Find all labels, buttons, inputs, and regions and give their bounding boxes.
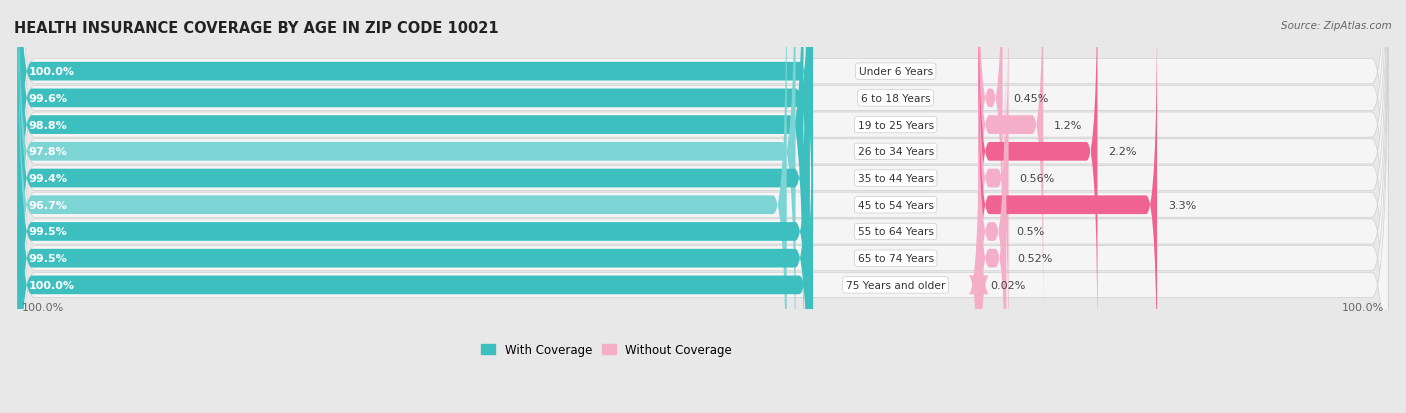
Text: 19 to 25 Years: 19 to 25 Years — [858, 120, 934, 130]
Text: 99.5%: 99.5% — [28, 254, 67, 263]
FancyBboxPatch shape — [979, 28, 1005, 413]
Text: 99.6%: 99.6% — [28, 94, 67, 104]
FancyBboxPatch shape — [979, 0, 1098, 356]
FancyBboxPatch shape — [18, 0, 803, 382]
Text: 0.5%: 0.5% — [1017, 227, 1045, 237]
Text: 100.0%: 100.0% — [28, 67, 75, 77]
FancyBboxPatch shape — [18, 0, 810, 356]
FancyBboxPatch shape — [979, 0, 1002, 302]
Text: 100.0%: 100.0% — [22, 302, 65, 312]
FancyBboxPatch shape — [979, 1, 1157, 409]
Text: 99.4%: 99.4% — [28, 173, 67, 184]
FancyBboxPatch shape — [18, 0, 1388, 379]
Text: 55 to 64 Years: 55 to 64 Years — [858, 227, 934, 237]
FancyBboxPatch shape — [18, 1, 808, 413]
Text: 0.56%: 0.56% — [1019, 173, 1054, 184]
Text: 0.02%: 0.02% — [990, 280, 1025, 290]
FancyBboxPatch shape — [18, 0, 1388, 413]
FancyBboxPatch shape — [18, 0, 1388, 413]
Text: 100.0%: 100.0% — [28, 280, 75, 290]
Text: 45 to 54 Years: 45 to 54 Years — [858, 200, 934, 210]
FancyBboxPatch shape — [18, 0, 787, 413]
Text: 75 Years and older: 75 Years and older — [846, 280, 945, 290]
FancyBboxPatch shape — [18, 0, 1388, 413]
Text: 99.5%: 99.5% — [28, 227, 67, 237]
Legend: With Coverage, Without Coverage: With Coverage, Without Coverage — [477, 338, 737, 361]
Text: 2.2%: 2.2% — [1108, 147, 1137, 157]
FancyBboxPatch shape — [18, 0, 796, 409]
Text: 97.8%: 97.8% — [28, 147, 67, 157]
FancyBboxPatch shape — [979, 0, 1043, 329]
FancyBboxPatch shape — [18, 0, 1388, 413]
Text: 100.0%: 100.0% — [1341, 302, 1384, 312]
Text: 6 to 18 Years: 6 to 18 Years — [860, 94, 931, 104]
Text: 0.45%: 0.45% — [1014, 94, 1049, 104]
Text: 0.52%: 0.52% — [1018, 254, 1053, 263]
FancyBboxPatch shape — [18, 0, 1388, 406]
FancyBboxPatch shape — [979, 0, 1008, 382]
Text: Under 6 Years: Under 6 Years — [859, 67, 932, 77]
Text: HEALTH INSURANCE COVERAGE BY AGE IN ZIP CODE 10021: HEALTH INSURANCE COVERAGE BY AGE IN ZIP … — [14, 21, 499, 36]
FancyBboxPatch shape — [18, 0, 808, 413]
FancyBboxPatch shape — [979, 55, 1007, 413]
Text: Source: ZipAtlas.com: Source: ZipAtlas.com — [1281, 21, 1392, 31]
Text: 35 to 44 Years: 35 to 44 Years — [858, 173, 934, 184]
FancyBboxPatch shape — [18, 0, 1388, 413]
Text: 1.2%: 1.2% — [1054, 120, 1083, 130]
FancyBboxPatch shape — [18, 0, 813, 329]
FancyBboxPatch shape — [18, 0, 808, 413]
FancyBboxPatch shape — [18, 0, 1388, 413]
FancyBboxPatch shape — [969, 81, 990, 413]
Text: 96.7%: 96.7% — [28, 200, 67, 210]
Text: 3.3%: 3.3% — [1168, 200, 1197, 210]
Text: 98.8%: 98.8% — [28, 120, 67, 130]
Text: 26 to 34 Years: 26 to 34 Years — [858, 147, 934, 157]
Text: 65 to 74 Years: 65 to 74 Years — [858, 254, 934, 263]
FancyBboxPatch shape — [18, 0, 1388, 413]
FancyBboxPatch shape — [18, 28, 813, 413]
